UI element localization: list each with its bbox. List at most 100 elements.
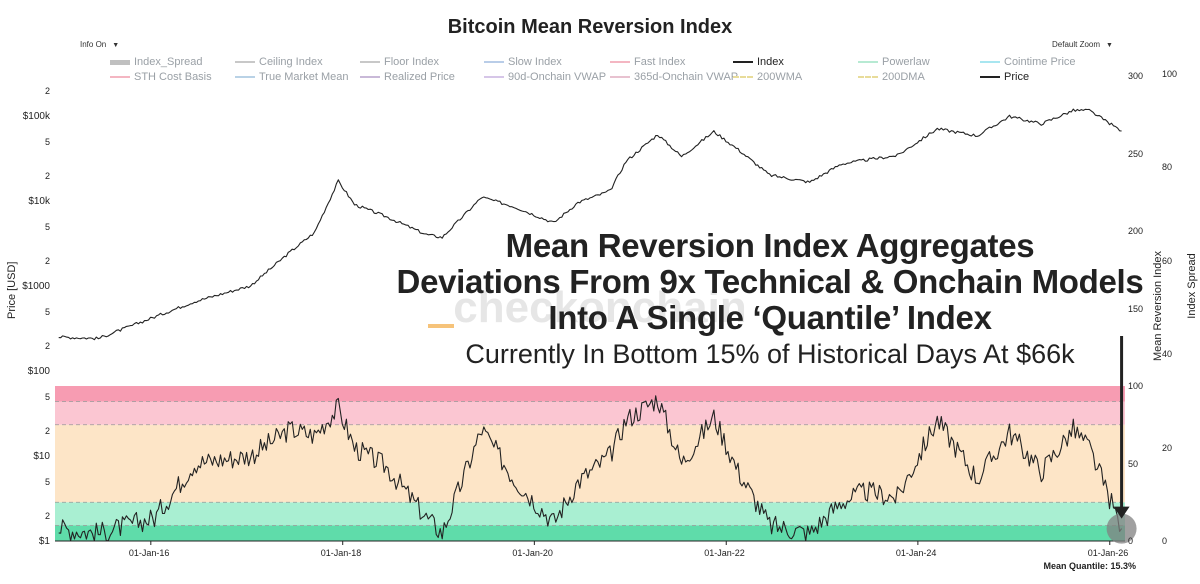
chevron-down-icon: ▼ xyxy=(112,42,120,49)
legend-label: Floor Index xyxy=(384,56,440,68)
legend-swatch xyxy=(610,76,630,79)
price-tick-label: $1 xyxy=(38,536,50,547)
legend-label: Index_Spread xyxy=(134,56,203,68)
legend-swatch xyxy=(610,61,630,64)
legend-swatch xyxy=(858,76,878,79)
spread-tick-label: 80 xyxy=(1162,162,1173,172)
chevron-down-icon: ▼ xyxy=(1106,42,1113,49)
legend-item[interactable]: 200DMA xyxy=(858,71,925,83)
x-tick-label: 01-Jan-26 xyxy=(1087,548,1129,558)
price-tick-label: 2 xyxy=(44,86,50,96)
legend-item[interactable]: Floor Index xyxy=(360,56,439,68)
zoom-select[interactable]: Default Zoom ▼ xyxy=(1052,40,1113,49)
legend-label: Slow Index xyxy=(508,56,562,68)
quantile-band xyxy=(55,424,1125,503)
legend-item[interactable]: Price xyxy=(980,71,1029,83)
legend-item[interactable]: 365d-Onchain VWAP xyxy=(610,71,738,83)
legend-item[interactable]: Index_Spread xyxy=(110,56,203,68)
legend-swatch xyxy=(360,61,380,64)
legend-label: 200WMA xyxy=(757,71,803,83)
legend-swatch xyxy=(484,76,504,79)
price-tick-label: 2 xyxy=(44,511,50,521)
price-tick-label: 2 xyxy=(44,426,50,436)
legend-swatch xyxy=(235,61,255,64)
legend-label: Cointime Price xyxy=(1004,56,1076,68)
quantile-band xyxy=(55,525,1125,541)
mri-tick-label: 100 xyxy=(1128,381,1144,391)
price-tick-label: 5 xyxy=(44,392,50,402)
legend-swatch xyxy=(980,76,1000,79)
legend-item[interactable]: 200WMA xyxy=(733,71,802,83)
legend-swatch xyxy=(110,59,130,65)
legend-label: True Market Mean xyxy=(259,71,349,83)
legend-item[interactable]: Cointime Price xyxy=(980,56,1076,68)
legend-label: Ceiling Index xyxy=(259,56,323,68)
headline-line-3: Into A Single ‘Quantile’ Index xyxy=(548,299,992,336)
legend-swatch xyxy=(235,76,255,79)
current-value-marker xyxy=(1106,513,1137,544)
x-tick-label: 01-Jan-20 xyxy=(512,548,553,558)
legend-swatch xyxy=(733,61,753,64)
price-tick-label: 2 xyxy=(44,341,50,351)
legend-item[interactable]: Fast Index xyxy=(610,56,685,68)
price-tick-label: 5 xyxy=(44,307,50,317)
headline-line-4: Currently In Bottom 15% of Historical Da… xyxy=(465,339,1075,369)
headline-overlay: Mean Reversion Index Aggregates Deviatio… xyxy=(340,228,1200,372)
zoom-select-label: Default Zoom xyxy=(1052,40,1101,49)
mri-tick-label: 250 xyxy=(1128,149,1144,159)
legend-label: 365d-Onchain VWAP xyxy=(634,71,739,83)
legend-item[interactable]: 90d-Onchain VWAP xyxy=(484,71,606,83)
price-series-line xyxy=(58,108,1122,341)
x-tick-label: 01-Jan-22 xyxy=(704,548,745,558)
legend-swatch xyxy=(733,76,753,79)
price-tick-label: $10 xyxy=(33,451,50,462)
legend-label: Index xyxy=(757,56,784,68)
price-tick-label: 5 xyxy=(44,222,50,232)
price-tick-label: $100k xyxy=(22,111,50,122)
price-tick-label: $10k xyxy=(28,196,50,207)
legend-item[interactable]: Powerlaw xyxy=(858,56,930,68)
legend-swatch xyxy=(110,76,130,79)
legend-label: Fast Index xyxy=(634,56,686,68)
legend-item[interactable]: Slow Index xyxy=(484,56,562,68)
headline-line-2: Deviations From 9x Technical & Onchain M… xyxy=(396,263,1144,300)
legend-label: STH Cost Basis xyxy=(134,71,212,83)
info-toggle[interactable]: Info On ▼ xyxy=(80,40,119,49)
index-series-line xyxy=(58,395,1123,542)
x-tick-label: 01-Jan-24 xyxy=(895,548,937,558)
price-tick-label: 5 xyxy=(44,477,50,487)
legend-swatch xyxy=(980,61,1000,64)
headline-line-1: Mean Reversion Index Aggregates xyxy=(505,227,1035,264)
quantile-band xyxy=(55,401,1125,425)
legend-swatch xyxy=(858,61,878,64)
legend-label: 90d-Onchain VWAP xyxy=(508,71,607,83)
mean-quantile-label: Mean Quantile: 15.3% xyxy=(1043,561,1136,571)
price-tick-label: 5 xyxy=(44,137,50,147)
mri-tick-label: 300 xyxy=(1128,71,1144,81)
mri-tick-label: 200 xyxy=(1128,226,1144,236)
legend-swatch xyxy=(484,61,504,64)
legend-item[interactable]: True Market Mean xyxy=(235,71,348,83)
quantile-band xyxy=(55,502,1125,526)
price-tick-label: $100 xyxy=(27,366,50,377)
info-toggle-label: Info On xyxy=(80,40,107,49)
spread-tick-label: 60 xyxy=(1162,256,1173,266)
legend-swatch xyxy=(360,76,380,79)
chart-title: Bitcoin Mean Reversion Index xyxy=(447,16,733,38)
mri-tick-label: 0 xyxy=(1128,536,1134,546)
mri-tick-label: 150 xyxy=(1128,304,1144,314)
legend-item[interactable]: Ceiling Index xyxy=(235,56,323,68)
x-tick-label: 01-Jan-16 xyxy=(128,548,170,558)
legend-item[interactable]: Index xyxy=(733,56,784,68)
watermark-accent xyxy=(428,324,454,328)
legend-item[interactable]: Realized Price xyxy=(360,71,455,83)
spread-tick-label: 100 xyxy=(1162,69,1178,79)
legend-label: Realized Price xyxy=(384,71,455,83)
quantile-band xyxy=(55,386,1125,402)
watermark: checkonchain xyxy=(453,283,746,332)
callout-arrow-head xyxy=(1113,506,1130,519)
x-tick-label: 01-Jan-18 xyxy=(320,548,362,558)
legend-item[interactable]: STH Cost Basis xyxy=(110,71,212,83)
price-axis-title: Price [USD] xyxy=(6,261,18,319)
